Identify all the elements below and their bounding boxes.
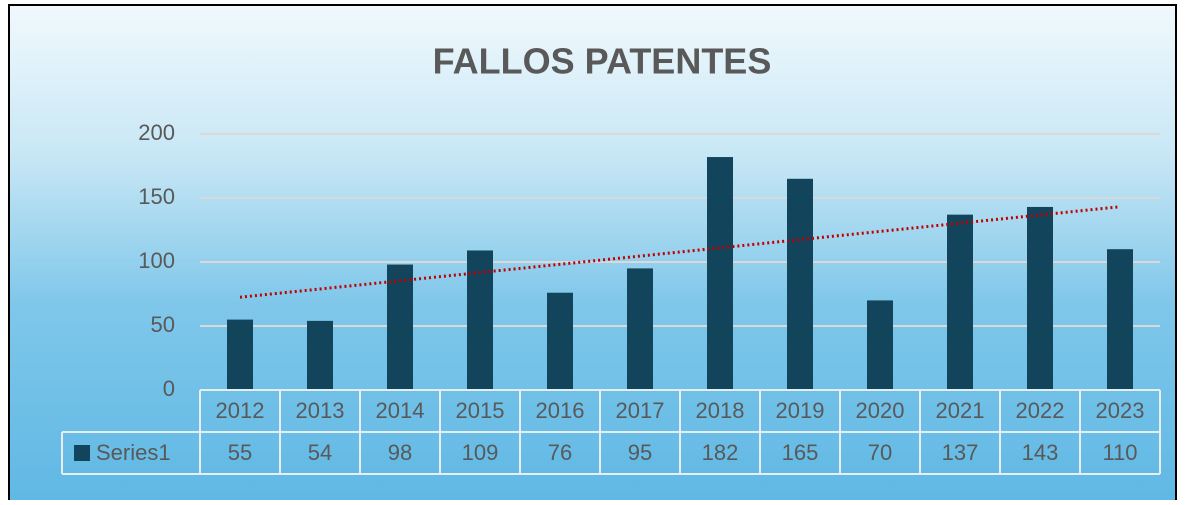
bar	[707, 157, 733, 390]
legend-label: Series1	[96, 440, 171, 465]
bar	[947, 214, 973, 390]
y-tick-label: 150	[138, 184, 175, 209]
legend-key	[74, 445, 90, 461]
bar	[787, 178, 813, 390]
chart-area	[8, 4, 1177, 504]
table-value: 143	[1022, 440, 1059, 465]
chart-title: FALLOS PATENTES	[433, 41, 772, 82]
x-tick-label: 2019	[776, 398, 825, 423]
x-tick-label: 2015	[456, 398, 505, 423]
bar	[867, 300, 893, 390]
bar	[227, 319, 253, 390]
table-value: 165	[782, 440, 819, 465]
table-value: 55	[228, 440, 252, 465]
x-tick-label: 2017	[616, 398, 665, 423]
x-tick-label: 2023	[1096, 398, 1145, 423]
y-tick-label: 0	[163, 376, 175, 401]
table-value: 98	[388, 440, 412, 465]
x-tick-label: 2022	[1016, 398, 1065, 423]
table-value: 182	[702, 440, 739, 465]
table-value: 109	[462, 440, 499, 465]
y-tick-label: 50	[151, 312, 175, 337]
x-tick-label: 2021	[936, 398, 985, 423]
x-tick-label: 2014	[376, 398, 425, 423]
x-tick-label: 2016	[536, 398, 585, 423]
bar	[547, 292, 573, 390]
x-tick-label: 2020	[856, 398, 905, 423]
bar	[307, 320, 333, 390]
table-value: 54	[308, 440, 332, 465]
x-tick-label: 2012	[216, 398, 265, 423]
bar	[627, 268, 653, 390]
bar	[387, 264, 413, 390]
table-value: 76	[548, 440, 572, 465]
x-tick-label: 2018	[696, 398, 745, 423]
bar	[1107, 249, 1133, 390]
y-tick-label: 200	[138, 120, 175, 145]
x-tick-label: 2013	[296, 398, 345, 423]
table-value: 70	[868, 440, 892, 465]
table-value: 95	[628, 440, 652, 465]
y-tick-label: 100	[138, 248, 175, 273]
table-value: 137	[942, 440, 979, 465]
table-value: 110	[1102, 440, 1137, 465]
bar	[1027, 206, 1053, 390]
